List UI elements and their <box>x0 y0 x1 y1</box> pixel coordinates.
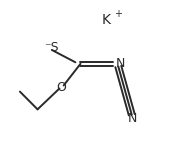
Text: N: N <box>116 57 125 70</box>
Text: +: + <box>114 9 122 19</box>
Text: ⁻S: ⁻S <box>44 41 59 54</box>
Text: K: K <box>101 13 110 27</box>
Text: N: N <box>128 112 137 125</box>
Text: O: O <box>56 81 66 94</box>
